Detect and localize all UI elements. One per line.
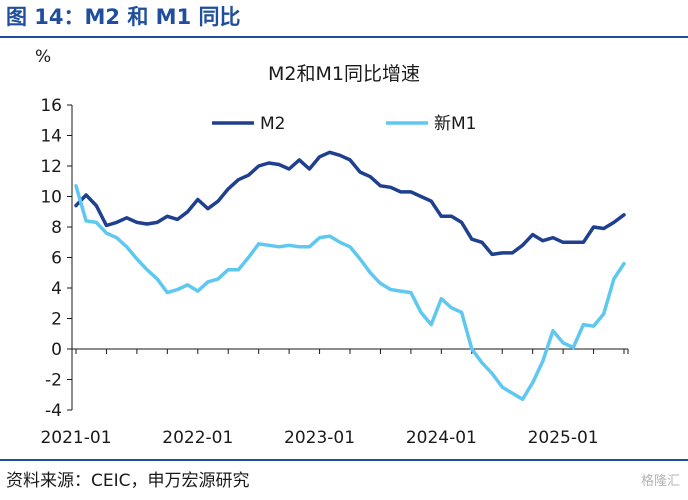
y-tick-label: 10 — [40, 188, 62, 208]
chart-title: M2和M1同比增速 — [268, 63, 420, 85]
x-tick-label: 2025-01 — [528, 428, 599, 448]
y-tick-label: -4 — [45, 401, 62, 421]
bottom-divider — [0, 459, 688, 461]
x-tick-label: 2021-01 — [40, 428, 111, 448]
y-tick-label: 8 — [51, 218, 62, 238]
x-tick-label: 2022-01 — [162, 428, 233, 448]
legend-label: 新M1 — [434, 114, 476, 134]
y-tick-label: -2 — [45, 371, 62, 391]
x-tick-label: 2024-01 — [406, 428, 477, 448]
figure-title: 图 14：M2 和 M1 同比 — [6, 5, 241, 29]
series-line-new-m1 — [74, 184, 626, 402]
legend-label: M2 — [260, 114, 285, 134]
x-axis: 2021-01 2022-01 2023-01 2024-01 2025-01 — [40, 348, 629, 448]
legend: M2 新M1 — [212, 114, 476, 134]
y-axis: -4 -2 0 2 4 6 8 10 12 14 16 — [40, 96, 73, 421]
y-tick-label: 12 — [40, 157, 62, 177]
y-axis-unit: % — [35, 47, 51, 67]
y-tick-label: 4 — [51, 279, 62, 299]
watermark-text: 格隆汇 — [640, 474, 680, 489]
y-tick-label: 16 — [40, 96, 62, 116]
y-tick-label: 14 — [40, 127, 62, 147]
y-tick-label: 6 — [51, 249, 62, 269]
y-tick-label: 2 — [51, 310, 62, 330]
top-divider — [0, 36, 688, 38]
series-lines — [74, 150, 626, 402]
x-tick-label: 2023-01 — [284, 428, 355, 448]
y-tick-label: 0 — [51, 340, 62, 360]
series-line-m2 — [74, 150, 626, 257]
watermark-logo: 格隆汇 — [641, 470, 680, 489]
source-note: 资料来源：CEIC，申万宏源研究 — [6, 471, 250, 491]
